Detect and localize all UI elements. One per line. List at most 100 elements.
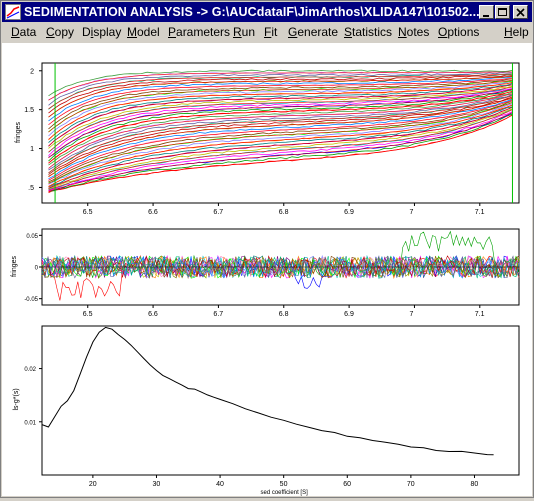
data-scan-line: [48, 85, 513, 149]
data-scan-line: [48, 93, 513, 171]
data-scan-line: [48, 88, 513, 156]
menu-bar: Data Copy Display Model Parameters Run F…: [2, 23, 532, 42]
distribution-line: [41, 326, 494, 456]
x-axis-label: sed coefficient [S]: [261, 490, 309, 496]
menu-parameters[interactable]: Parameters: [168, 25, 231, 39]
x-tick-label: 6.7: [213, 209, 223, 216]
data-scan-line: [48, 79, 513, 130]
data-scan-line: [48, 96, 513, 175]
x-tick-label: 60: [343, 481, 351, 488]
data-scan-line: [48, 72, 513, 106]
x-tick-label: 6.9: [344, 311, 354, 318]
data-scan-line: [48, 81, 513, 141]
x-tick-label: 50: [280, 481, 288, 488]
menu-display[interactable]: Display: [82, 25, 122, 39]
data-scan-line: [48, 100, 513, 181]
x-tick-label: 6.9: [344, 209, 354, 216]
y-tick-label: 1: [30, 146, 34, 153]
data-scans-group: [48, 69, 513, 194]
menu-options[interactable]: Options: [438, 25, 480, 39]
y-axis-label: fringes: [15, 121, 22, 143]
y-tick-label: 2: [30, 68, 34, 75]
data-scan-line: [48, 89, 513, 162]
residual-line: [41, 255, 520, 280]
fit-line: [48, 91, 513, 164]
data-scan-line: [48, 98, 513, 180]
fit-line: [48, 82, 513, 140]
data-scan-line: [48, 103, 513, 185]
x-tick-label: 20: [89, 481, 97, 488]
y-tick-label: 0.05: [26, 234, 38, 240]
sedfit-app-icon[interactable]: [5, 4, 21, 20]
data-scan-line: [48, 76, 513, 122]
data-scan-line: [48, 108, 513, 189]
fit-line: [48, 97, 513, 178]
x-tick-label: 7.1: [475, 311, 485, 318]
fit-line: [48, 112, 513, 192]
x-tick-label: 6.5: [83, 209, 93, 216]
fit-line: [48, 106, 513, 189]
menu-copy[interactable]: Copy: [46, 25, 75, 39]
minimize-button[interactable]: [479, 5, 494, 19]
data-scan-line: [48, 111, 513, 191]
close-button[interactable]: [513, 5, 528, 19]
x-tick-label: 30: [152, 481, 160, 488]
fit-line: [48, 73, 513, 110]
data-scan-line: [48, 106, 513, 188]
data-scan-line: [48, 74, 513, 114]
fit-line: [48, 114, 513, 193]
x-tick-label: 6.5: [83, 311, 93, 318]
minimize-icon: [483, 15, 489, 17]
x-tick-label: 7.1: [475, 209, 485, 216]
fit-line: [48, 104, 513, 187]
y-tick-label: -0.05: [24, 297, 38, 303]
fit-line: [48, 86, 513, 153]
data-scan-line: [48, 114, 513, 194]
menu-generate[interactable]: Generate: [288, 25, 339, 39]
x-tick-label: 6.6: [148, 209, 158, 216]
menu-help[interactable]: Help: [504, 25, 529, 39]
y-tick-label: .5: [28, 185, 34, 192]
y-axis-label: ls-g*(s): [13, 388, 20, 410]
close-icon: [516, 8, 525, 17]
menu-fit[interactable]: Fit: [264, 25, 278, 39]
fit-line: [48, 84, 513, 147]
residual-line: [41, 255, 520, 279]
x-tick-label: 6.6: [148, 311, 158, 318]
title-bar[interactable]: SEDIMENTATION ANALYSIS -> G:\AUCdataIF\J…: [2, 2, 532, 22]
residuals-group: [41, 230, 520, 301]
x-tick-label: 80: [470, 481, 478, 488]
plots-canvas: 6.5 6.6 6.7 6.8 6.9 7 7.1 .5 1 1.5 2 fringes 6.5 6.6 6…: [11, 62, 520, 496]
fit-line: [48, 75, 513, 118]
y-tick-label: 0.02: [24, 367, 36, 373]
y-axis-label: fringes: [11, 255, 18, 277]
x-tick-label: 40: [216, 481, 224, 488]
data-scan-line: [48, 69, 513, 97]
plot-area: 6.5 6.6 6.7 6.8 6.9 7 7.1 .5 1 1.5 2 fringes 6.5 6.6 6…: [2, 43, 532, 496]
fit-line: [48, 109, 513, 191]
maximize-icon: [498, 8, 507, 16]
menu-statistics[interactable]: Statistics: [344, 25, 393, 39]
x-tick-label: 7: [409, 209, 413, 216]
data-scan-line: [48, 113, 513, 192]
window-title: SEDIMENTATION ANALYSIS -> G:\AUCdataIF\J…: [24, 5, 480, 19]
fit-line: [48, 102, 513, 184]
data-scan-line: [48, 83, 513, 143]
x-tick-label: 70: [407, 481, 415, 488]
residual-line: [41, 255, 520, 279]
data-scan-line: [48, 80, 513, 137]
x-tick-label: 6.8: [279, 209, 289, 216]
y-tick-label: 0.01: [24, 420, 36, 426]
y-tick-label: 0: [35, 266, 39, 272]
menu-model[interactable]: Model: [127, 25, 160, 39]
data-plot-frame: [41, 62, 520, 204]
y-tick-label: 1.5: [24, 107, 34, 114]
menu-run[interactable]: Run: [233, 25, 256, 39]
menu-notes[interactable]: Notes: [398, 25, 430, 39]
fit-line: [48, 88, 513, 159]
x-tick-label: 7: [409, 311, 413, 318]
x-tick-label: 6.8: [279, 311, 289, 318]
maximize-button[interactable]: [495, 5, 510, 19]
menu-data[interactable]: Data: [11, 25, 37, 39]
